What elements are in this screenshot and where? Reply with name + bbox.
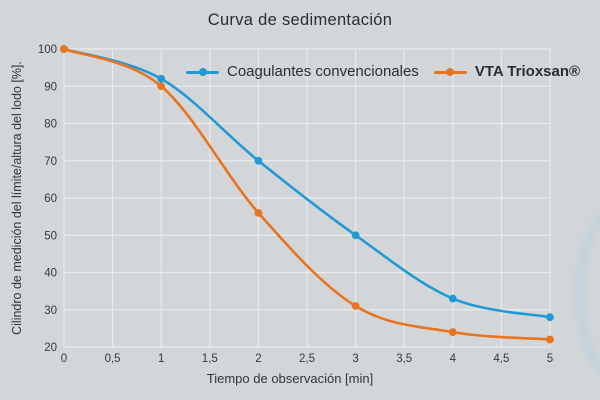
legend-label-trioxsan: VTA Trioxsan® [474,63,581,80]
x-tick-label: 2 [255,353,261,365]
x-tick-label: 4,5 [493,353,509,365]
x-tick-label: 1,5 [202,353,218,365]
x-tick-label: 0,5 [105,353,121,365]
chart-title: Curva de sedimentación [207,11,393,29]
series-line-0 [63,47,551,319]
x-tick-label: 2,5 [299,353,315,365]
x-tick-label: 3 [352,353,358,365]
legend-item-trioxsan: VTA Trioxsan® [433,63,581,81]
y-tick-label: 70 [44,156,57,168]
legend-marker-orange-icon [433,68,467,76]
legend-item-conventional: Coagulantes convencionales [186,63,419,81]
data-point [254,209,263,217]
data-point [351,231,360,240]
legend-dot-orange [446,68,455,76]
y-tick-label: 50 [44,230,57,242]
data-point [546,335,554,344]
y-tick-label: 30 [44,305,57,317]
y-tick-label: 100 [38,44,57,56]
x-tick-label: 5 [547,353,553,365]
x-tick-label: 4 [450,353,457,365]
x-tick-label: 1 [158,353,164,365]
y-tick-label: 20 [44,342,57,354]
x-tick-label: 0 [61,353,67,365]
data-point [60,45,68,53]
data-point [448,294,457,303]
y-tick-label: 90 [44,81,57,93]
legend-dot-blue [198,68,207,76]
x-axis-title: Tiempo de observación [min] [206,371,374,386]
data-point [157,74,166,83]
legend-label-conventional: Coagulantes convencionales [227,63,419,80]
y-tick-label: 40 [44,268,57,280]
y-tick-label: 60 [44,193,57,205]
data-point [448,328,457,336]
legend: Coagulantes convencionales VTA Trioxsan® [186,63,580,81]
data-point [351,302,360,310]
data-point [157,82,166,91]
x-tick-label: 3,5 [396,353,412,365]
data-point [254,156,263,165]
y-tick-label: 80 [44,119,57,131]
data-point [546,313,554,322]
legend-marker-blue-icon [186,68,219,76]
